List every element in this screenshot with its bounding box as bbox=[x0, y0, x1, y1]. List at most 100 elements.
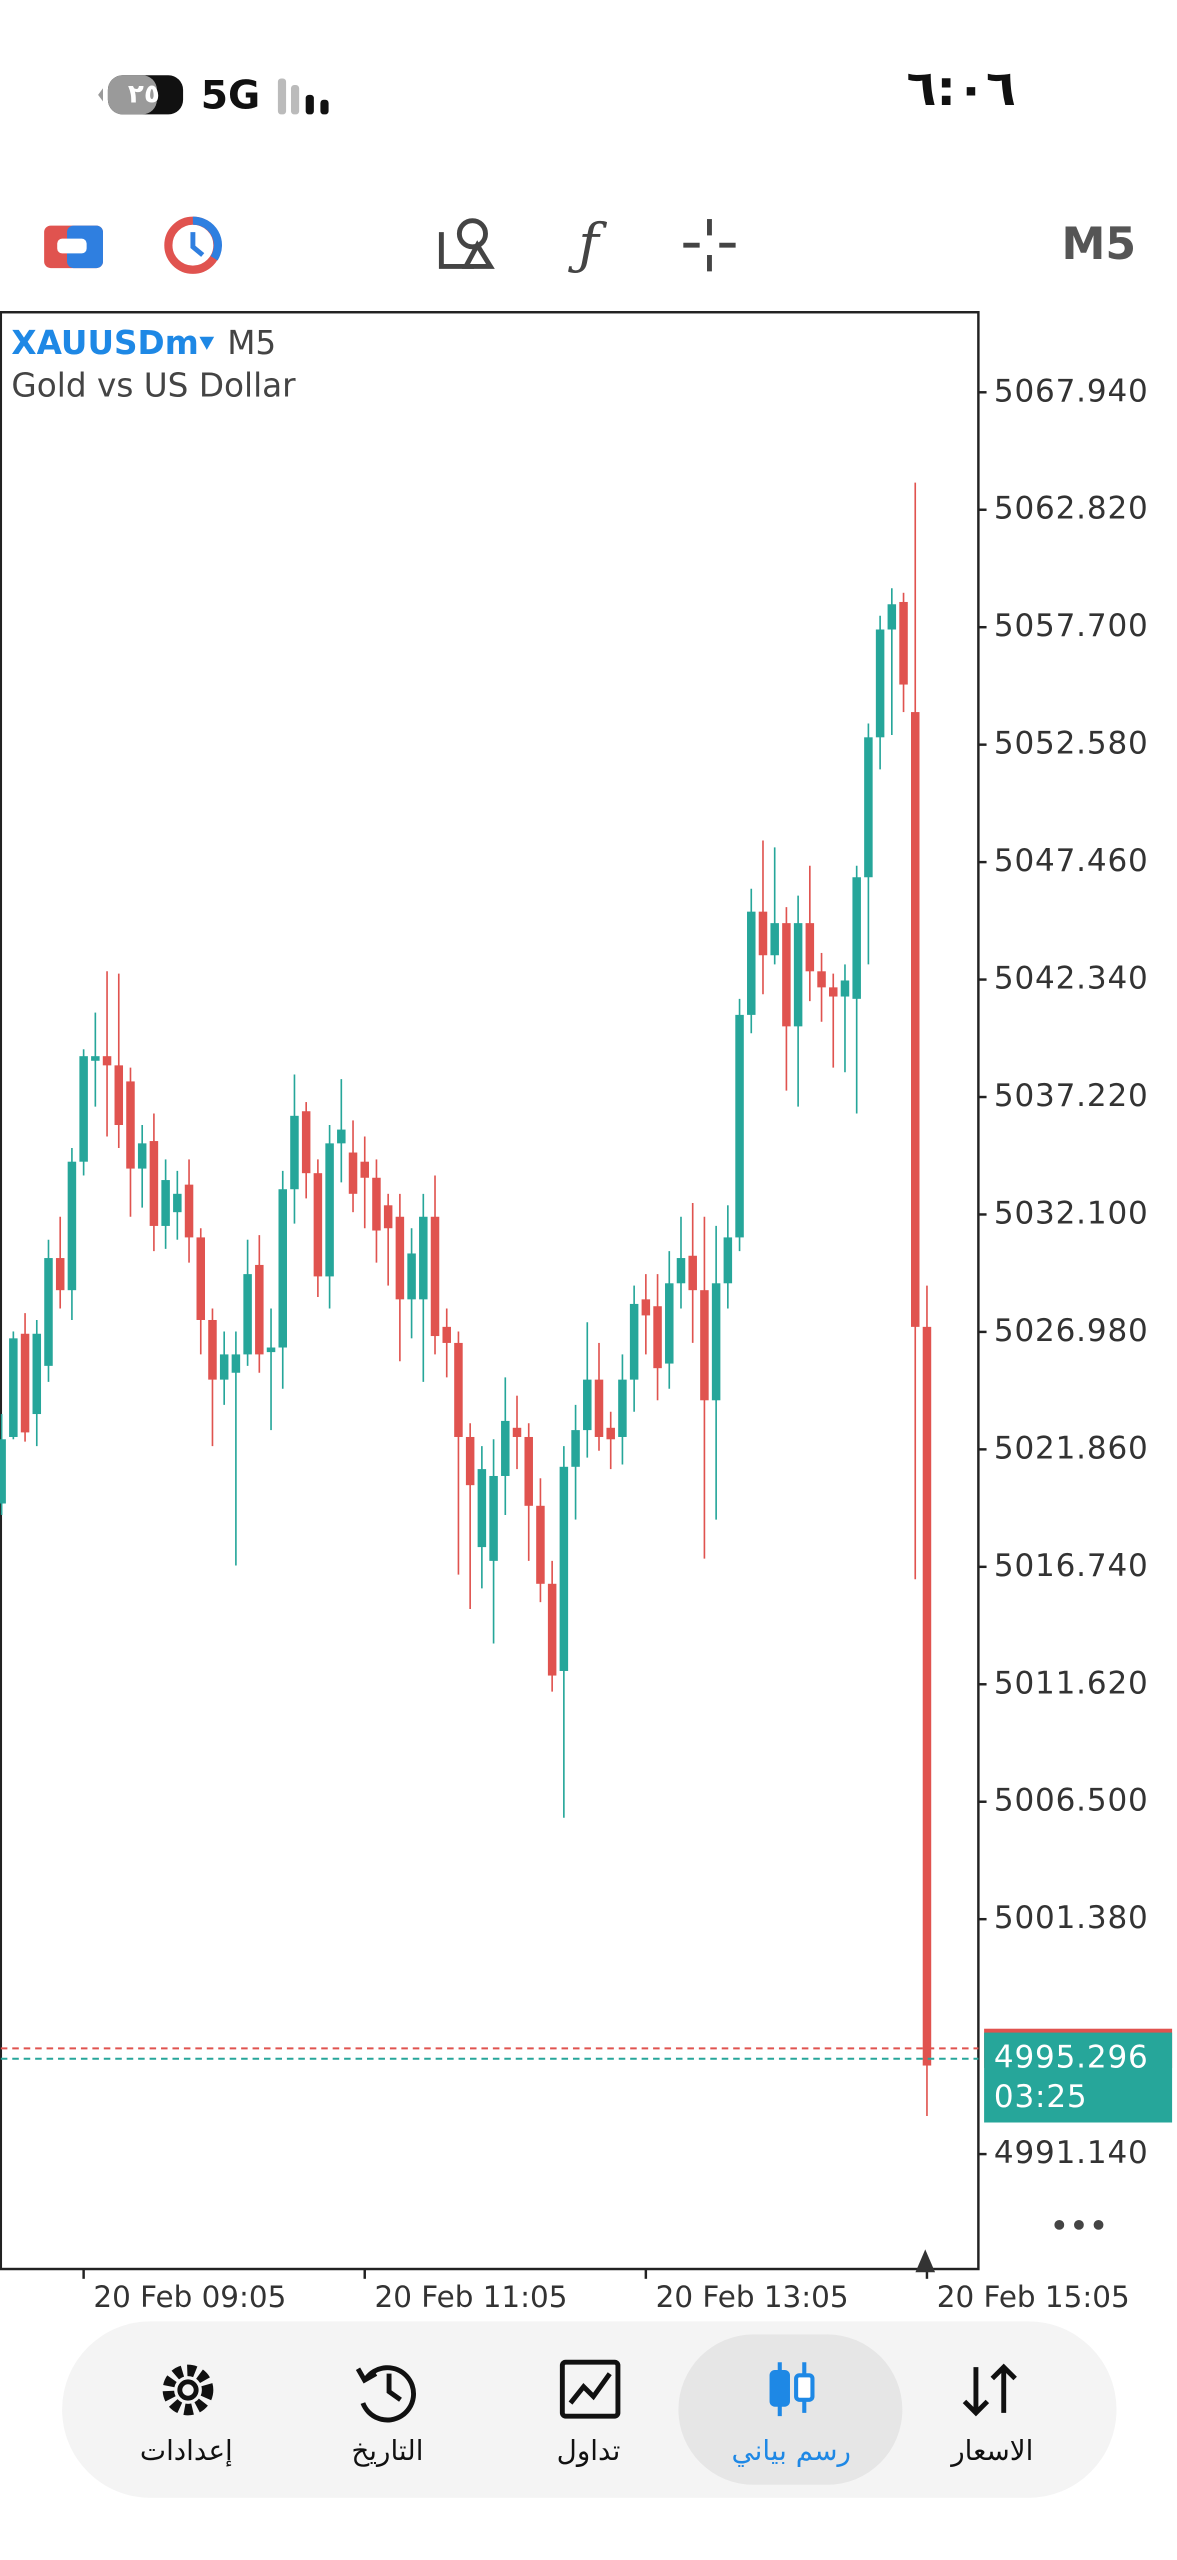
candle-body bbox=[395, 1216, 405, 1300]
candle-body bbox=[817, 971, 826, 988]
current-bar-marker bbox=[915, 2249, 936, 2273]
candle-body bbox=[782, 923, 791, 1027]
y-tick-label: 5057.700 bbox=[994, 608, 1149, 644]
crosshair-icon[interactable] bbox=[683, 219, 736, 272]
candle-body bbox=[594, 1379, 604, 1437]
y-tick-label: 5016.740 bbox=[994, 1548, 1149, 1584]
trade-icon[interactable] bbox=[44, 225, 103, 269]
bid-label-box bbox=[984, 2032, 1173, 2123]
candle-body bbox=[489, 1475, 498, 1561]
x-tick-label: 20 Feb 11:05 bbox=[375, 2280, 568, 2314]
candle-body bbox=[126, 1081, 135, 1169]
nav-labels: الاسعار رسم بياني تداول التاريخ إعدادات bbox=[140, 2434, 1033, 2467]
nav-icon-settings[interactable] bbox=[162, 2364, 214, 2416]
nav-active-pill bbox=[678, 2334, 903, 2485]
nav-label[interactable]: التاريخ bbox=[351, 2434, 423, 2467]
nav-label[interactable]: رسم بياني bbox=[731, 2434, 850, 2467]
countdown: 03:25 bbox=[994, 2079, 1088, 2115]
candle-body bbox=[348, 1152, 358, 1194]
status-time: ٦:٠٦ bbox=[907, 59, 1016, 117]
candle-body bbox=[9, 1338, 18, 1437]
candle-body bbox=[735, 1014, 744, 1238]
candle-body bbox=[676, 1258, 686, 1284]
candle-body bbox=[922, 1326, 932, 2066]
y-tick-label: 5062.820 bbox=[994, 491, 1149, 527]
signal-icon bbox=[277, 78, 329, 115]
candle-body bbox=[805, 923, 815, 972]
indicator-icon[interactable] bbox=[164, 216, 222, 274]
function-icon[interactable]: ƒ bbox=[567, 212, 607, 277]
candle-body bbox=[149, 1141, 159, 1226]
candle-body bbox=[641, 1299, 651, 1316]
plot: 5067.940 5062.820 5057.700 5052.580 5047.460… bbox=[0, 373, 1173, 2314]
y-tick-label: 5006.500 bbox=[994, 1783, 1149, 1819]
candle-body bbox=[313, 1173, 323, 1277]
symbol-description: Gold vs US Dollar bbox=[11, 366, 296, 404]
y-tick-label: 5011.620 bbox=[994, 1665, 1149, 1701]
candle-body bbox=[67, 1161, 77, 1291]
nav-label[interactable]: إعدادات bbox=[140, 2434, 233, 2467]
candle-body bbox=[899, 601, 908, 685]
candle-body bbox=[419, 1216, 428, 1300]
nav-label[interactable]: تداول bbox=[557, 2434, 621, 2467]
candle-body bbox=[337, 1129, 346, 1144]
y-tick-label: 5001.380 bbox=[994, 1900, 1149, 1936]
candle-body bbox=[290, 1115, 299, 1190]
candle-body bbox=[0, 1439, 6, 1504]
candle-body bbox=[618, 1379, 627, 1437]
timeframe-button[interactable]: M5 bbox=[1062, 219, 1137, 270]
candle-body bbox=[840, 980, 850, 997]
candle-body bbox=[55, 1258, 65, 1291]
candle-body bbox=[243, 1274, 252, 1355]
candle-body bbox=[454, 1342, 463, 1437]
more-dots[interactable] bbox=[1054, 2219, 1104, 2230]
candle-body bbox=[758, 911, 768, 956]
nav-bar bbox=[62, 2321, 1117, 2498]
candle-body bbox=[688, 1255, 697, 1291]
nav-icon-quotes[interactable] bbox=[962, 2363, 1017, 2417]
candle-body bbox=[829, 987, 838, 997]
candle-body bbox=[442, 1326, 451, 1343]
candle-body bbox=[524, 1436, 533, 1506]
network-type: 5G bbox=[201, 74, 260, 119]
nav-label[interactable]: الاسعار bbox=[949, 2434, 1033, 2467]
objects-icon[interactable] bbox=[438, 218, 495, 269]
candle-body bbox=[114, 1065, 124, 1125]
candle-body bbox=[91, 1056, 100, 1061]
candle-body bbox=[173, 1193, 182, 1213]
candle-body bbox=[360, 1161, 369, 1178]
y-tick-label: 5067.940 bbox=[994, 373, 1149, 409]
symbol-dropdown[interactable] bbox=[199, 336, 215, 350]
candle-body bbox=[407, 1253, 416, 1300]
candle-body bbox=[161, 1180, 170, 1226]
battery-tip bbox=[98, 88, 103, 102]
candle-body bbox=[301, 1111, 311, 1174]
y-tick-label: 5052.580 bbox=[994, 726, 1149, 762]
candle-body bbox=[653, 1306, 662, 1369]
candle-body bbox=[20, 1333, 30, 1433]
y-tick-label: 5037.220 bbox=[994, 1078, 1149, 1114]
candle-body bbox=[137, 1143, 147, 1169]
candle-body bbox=[501, 1420, 510, 1476]
candle-body bbox=[32, 1333, 42, 1415]
candle-body bbox=[278, 1189, 287, 1348]
nav-icon-history[interactable] bbox=[355, 2365, 416, 2423]
y-tick-label: 5047.460 bbox=[994, 843, 1149, 879]
x-tick-label: 20 Feb 09:05 bbox=[93, 2280, 286, 2314]
candle-body bbox=[102, 1056, 112, 1066]
candle-body bbox=[231, 1354, 241, 1373]
candle-body bbox=[606, 1427, 615, 1440]
candle-body bbox=[583, 1379, 592, 1431]
candle-body bbox=[79, 1056, 88, 1162]
chart-frame bbox=[0, 311, 980, 2271]
x-tick-label: 20 Feb 13:05 bbox=[656, 2280, 849, 2314]
candle-body bbox=[723, 1237, 733, 1284]
battery-level bbox=[107, 75, 157, 115]
symbol[interactable]: XAUUSDm bbox=[11, 324, 198, 362]
candle-body bbox=[512, 1427, 522, 1437]
candle-body bbox=[184, 1184, 194, 1238]
candle-body bbox=[372, 1177, 381, 1231]
nav-icon-trade[interactable] bbox=[559, 2359, 621, 2419]
nav-icon-chart[interactable] bbox=[769, 2362, 815, 2417]
candle-body bbox=[219, 1354, 229, 1380]
